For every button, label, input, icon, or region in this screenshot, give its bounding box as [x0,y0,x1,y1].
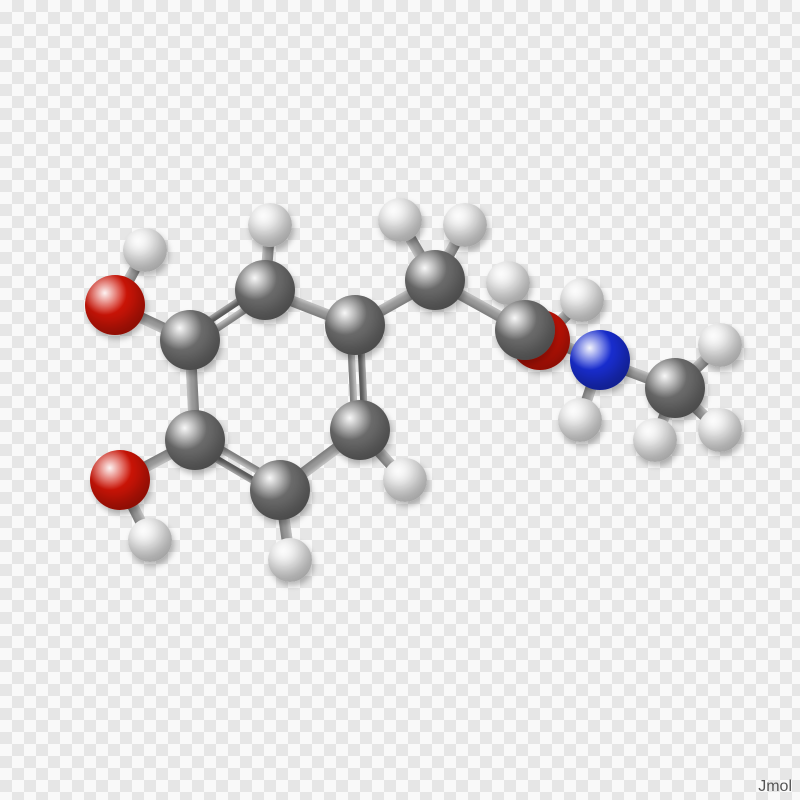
atom-hydrogen [633,418,677,462]
atom-carbon [235,260,295,320]
molecule-viewer: Jmol [0,0,800,800]
atom-hydrogen [698,408,742,452]
app-watermark: Jmol [758,778,792,796]
atom-hydrogen [698,323,742,367]
atom-carbon [165,410,225,470]
atom-hydrogen [128,518,172,562]
atom-nitrogen [570,330,630,390]
atom-hydrogen [560,278,604,322]
atom-hydrogen [248,203,292,247]
atom-carbon [325,295,385,355]
atom-hydrogen [383,458,427,502]
atom-carbon [160,310,220,370]
atom-oxygen [85,275,145,335]
atom-hydrogen [486,261,530,305]
atom-carbon [495,300,555,360]
atom-hydrogen [268,538,312,582]
atom-hydrogen [123,228,167,272]
atom-carbon [645,358,705,418]
atom-hydrogen [378,198,422,242]
molecule-stage [0,0,800,800]
atom-hydrogen [558,398,602,442]
atom-carbon [330,400,390,460]
atom-oxygen [90,450,150,510]
atom-carbon [250,460,310,520]
atom-hydrogen [443,203,487,247]
atom-carbon [405,250,465,310]
